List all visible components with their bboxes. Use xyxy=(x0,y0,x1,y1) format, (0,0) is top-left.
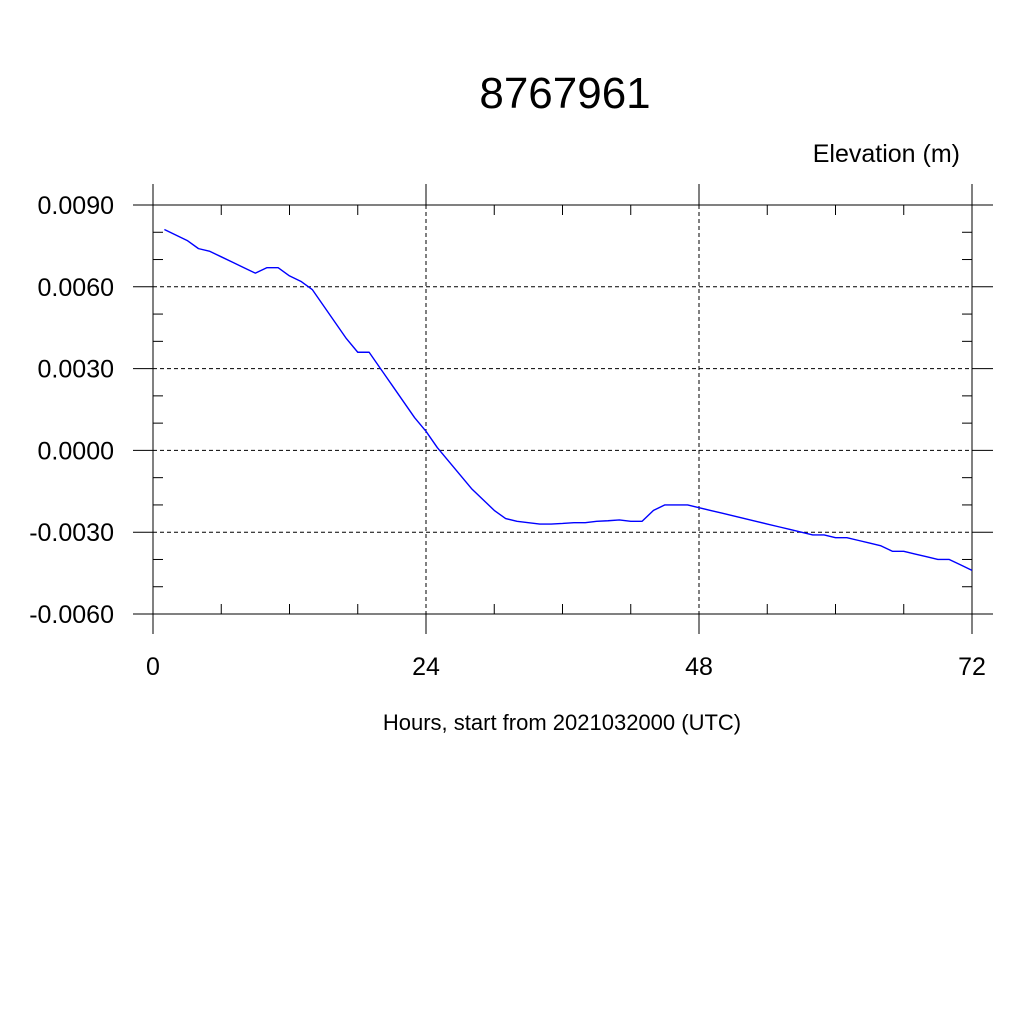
chart-title: 8767961 xyxy=(479,69,650,118)
tick-labels: 0.0090 0.0060 0.0030 0.0000 -0.0030 -0.0060 0 2… xyxy=(29,192,986,681)
x-tick-label: 0 xyxy=(146,653,160,681)
y-tick-label: -0.0060 xyxy=(29,601,114,629)
x-tick-label: 48 xyxy=(685,653,713,681)
x-axis-label: Hours, start from 2021032000 (UTC) xyxy=(383,710,741,735)
series-line xyxy=(164,228,973,572)
grid-lines xyxy=(153,205,972,614)
y-tick-label: 0.0000 xyxy=(38,437,114,465)
y-tick-label: -0.0030 xyxy=(29,519,114,547)
y-axis-label: Elevation (m) xyxy=(813,140,960,168)
tick-marks xyxy=(133,184,993,634)
series-layer xyxy=(164,228,973,572)
y-tick-label: 0.0090 xyxy=(38,192,114,220)
y-tick-label: 0.0030 xyxy=(38,356,114,384)
x-tick-label: 24 xyxy=(412,653,440,681)
x-tick-label: 72 xyxy=(958,653,986,681)
y-tick-label: 0.0060 xyxy=(38,274,114,302)
